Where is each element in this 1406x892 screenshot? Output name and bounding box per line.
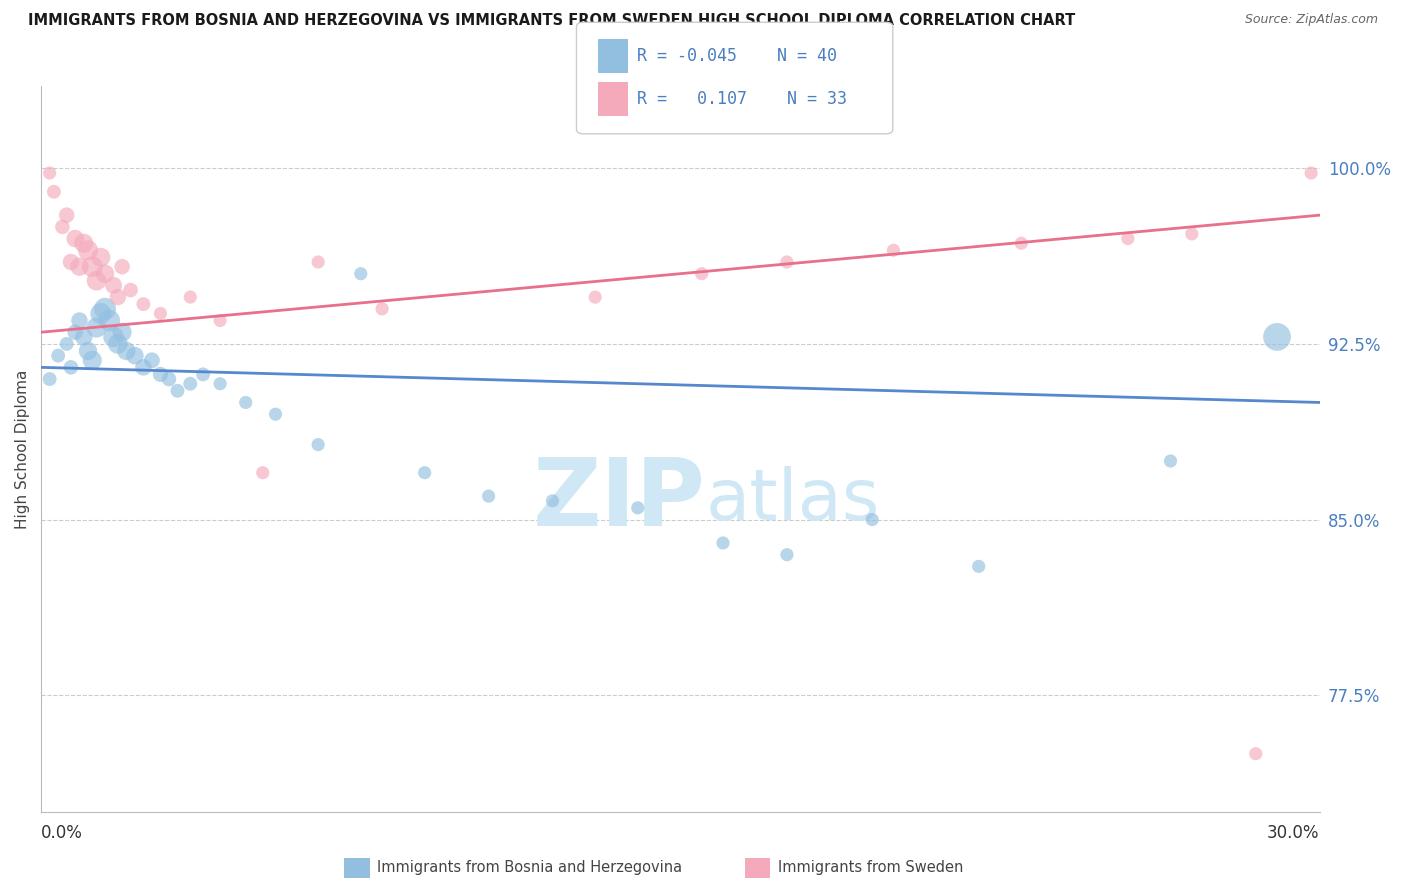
- Text: ZIP: ZIP: [533, 454, 706, 546]
- Point: [478, 489, 501, 503]
- Point: [107, 337, 129, 351]
- Point: [86, 274, 108, 288]
- Point: [1010, 236, 1032, 251]
- Text: atlas: atlas: [706, 466, 880, 534]
- Point: [882, 244, 904, 258]
- Point: [967, 559, 990, 574]
- Point: [63, 325, 86, 339]
- Point: [103, 330, 125, 344]
- Point: [38, 372, 60, 386]
- Point: [264, 407, 287, 421]
- Point: [90, 306, 112, 320]
- Y-axis label: High School Diploma: High School Diploma: [15, 369, 30, 529]
- Point: [1265, 330, 1288, 344]
- Point: [149, 306, 172, 320]
- Point: [55, 337, 77, 351]
- Point: [90, 250, 112, 264]
- Point: [1244, 747, 1267, 761]
- Point: [69, 313, 91, 327]
- Point: [191, 368, 214, 382]
- Point: [252, 466, 274, 480]
- Point: [120, 283, 142, 297]
- Point: [583, 290, 606, 304]
- Point: [690, 267, 713, 281]
- Text: IMMIGRANTS FROM BOSNIA AND HERZEGOVINA VS IMMIGRANTS FROM SWEDEN HIGH SCHOOL DIP: IMMIGRANTS FROM BOSNIA AND HERZEGOVINA V…: [28, 13, 1076, 29]
- Text: Source: ZipAtlas.com: Source: ZipAtlas.com: [1244, 13, 1378, 27]
- Point: [179, 290, 201, 304]
- Point: [307, 437, 329, 451]
- Point: [541, 493, 564, 508]
- Point: [711, 536, 734, 550]
- Point: [371, 301, 394, 316]
- Point: [111, 325, 134, 339]
- Point: [59, 255, 82, 269]
- Point: [132, 360, 155, 375]
- Point: [82, 353, 104, 368]
- Text: Immigrants from Bosnia and Herzegovina: Immigrants from Bosnia and Herzegovina: [377, 861, 682, 875]
- Point: [209, 313, 232, 327]
- Point: [94, 267, 117, 281]
- Point: [1181, 227, 1204, 241]
- Point: [157, 372, 180, 386]
- Point: [111, 260, 134, 274]
- Point: [77, 343, 100, 358]
- Point: [98, 313, 121, 327]
- Point: [1116, 231, 1139, 245]
- Point: [86, 320, 108, 334]
- Point: [627, 500, 650, 515]
- Point: [209, 376, 232, 391]
- Point: [1160, 454, 1182, 468]
- Point: [59, 360, 82, 375]
- Point: [307, 255, 329, 269]
- Point: [776, 255, 799, 269]
- Point: [107, 290, 129, 304]
- Point: [94, 301, 117, 316]
- Point: [132, 297, 155, 311]
- Point: [124, 349, 146, 363]
- Point: [235, 395, 257, 409]
- Point: [860, 512, 883, 526]
- Point: [179, 376, 201, 391]
- Point: [73, 236, 96, 251]
- Point: [42, 185, 65, 199]
- Point: [51, 219, 73, 234]
- Point: [776, 548, 799, 562]
- Point: [149, 368, 172, 382]
- Text: 30.0%: 30.0%: [1267, 824, 1320, 842]
- Text: R =   0.107    N = 33: R = 0.107 N = 33: [637, 90, 846, 108]
- Text: 0.0%: 0.0%: [41, 824, 83, 842]
- Point: [350, 267, 373, 281]
- Point: [55, 208, 77, 222]
- Point: [63, 231, 86, 245]
- Point: [413, 466, 436, 480]
- Point: [73, 330, 96, 344]
- Point: [166, 384, 188, 398]
- Point: [82, 260, 104, 274]
- Point: [77, 244, 100, 258]
- Point: [1301, 166, 1323, 180]
- Text: R = -0.045    N = 40: R = -0.045 N = 40: [637, 47, 837, 65]
- Text: Immigrants from Sweden: Immigrants from Sweden: [778, 861, 963, 875]
- Point: [103, 278, 125, 293]
- Point: [141, 353, 163, 368]
- Point: [115, 343, 138, 358]
- Point: [38, 166, 60, 180]
- Point: [69, 260, 91, 274]
- Point: [46, 349, 69, 363]
